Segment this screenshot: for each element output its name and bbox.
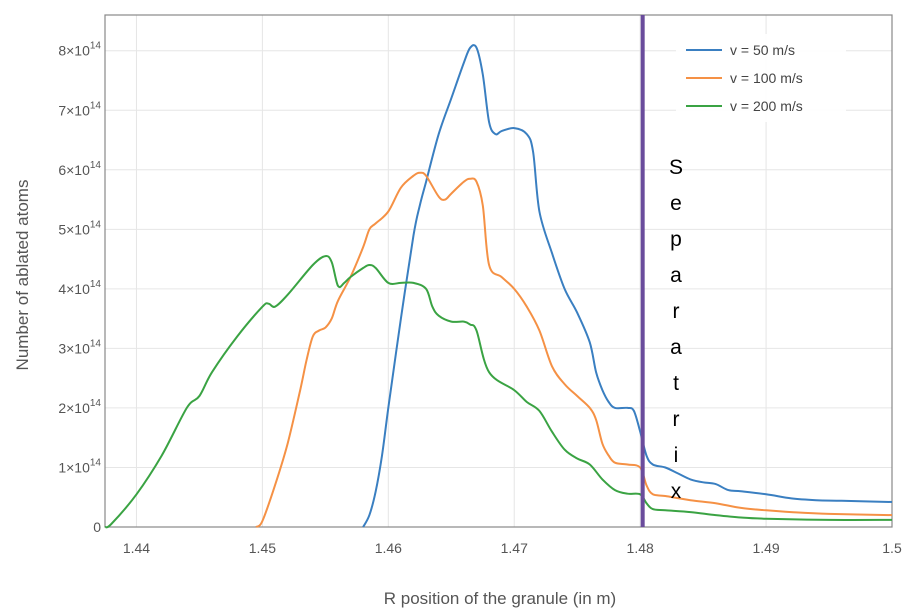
x-tick-label: 1.5 [882, 540, 902, 556]
separatrix-letter: a [670, 336, 682, 359]
y-tick-label: 5×1014 [58, 219, 101, 237]
separatrix-letter: r [673, 300, 680, 323]
x-axis-title: R position of the granule (in m) [384, 589, 616, 608]
y-tick-label: 1×1014 [58, 457, 101, 475]
y-tick-label: 3×1014 [58, 338, 101, 356]
y-tick-label: 2×1014 [58, 398, 101, 416]
legend-label: v = 200 m/s [730, 98, 803, 114]
series-line-1 [362, 44, 893, 528]
y-tick-label: 4×1014 [58, 279, 101, 297]
x-tick-label: 1.49 [752, 540, 779, 556]
x-tick-label: 1.44 [123, 540, 150, 556]
x-tick-label: 1.45 [249, 540, 276, 556]
y-tick-label: 8×1014 [58, 41, 101, 59]
legend-label: v = 100 m/s [730, 70, 803, 86]
grid [105, 15, 893, 527]
separatrix-letter: i [674, 444, 679, 467]
axes: 1.44 1.45 1.46 1.47 1.48 1.49 1.5 0 1×1014 2×1014… [58, 14, 902, 556]
legend: v = 50 m/s v = 100 m/s v = 200 m/s [676, 34, 846, 122]
x-tick-label: 1.48 [627, 540, 654, 556]
separatrix-letter: r [673, 408, 680, 431]
separatrix-letter: S [669, 156, 683, 179]
y-tick-label: 7×1014 [58, 100, 101, 118]
series-line-2 [255, 171, 893, 528]
separatrix-letter: t [673, 372, 679, 395]
separatrix-letter: p [670, 228, 682, 251]
y-tick-label: 6×1014 [58, 160, 101, 178]
y-axis-title: Number of ablated atoms [13, 180, 32, 371]
separatrix-letter: e [670, 192, 682, 215]
separatrix-letter: a [670, 264, 682, 287]
legend-label: v = 50 m/s [730, 42, 795, 58]
plot-frame [104, 14, 893, 528]
x-tick-label: 1.47 [501, 540, 528, 556]
separatrix-letter: x [671, 480, 682, 503]
y-tick-label: 0 [93, 519, 101, 535]
x-tick-label: 1.46 [375, 540, 402, 556]
